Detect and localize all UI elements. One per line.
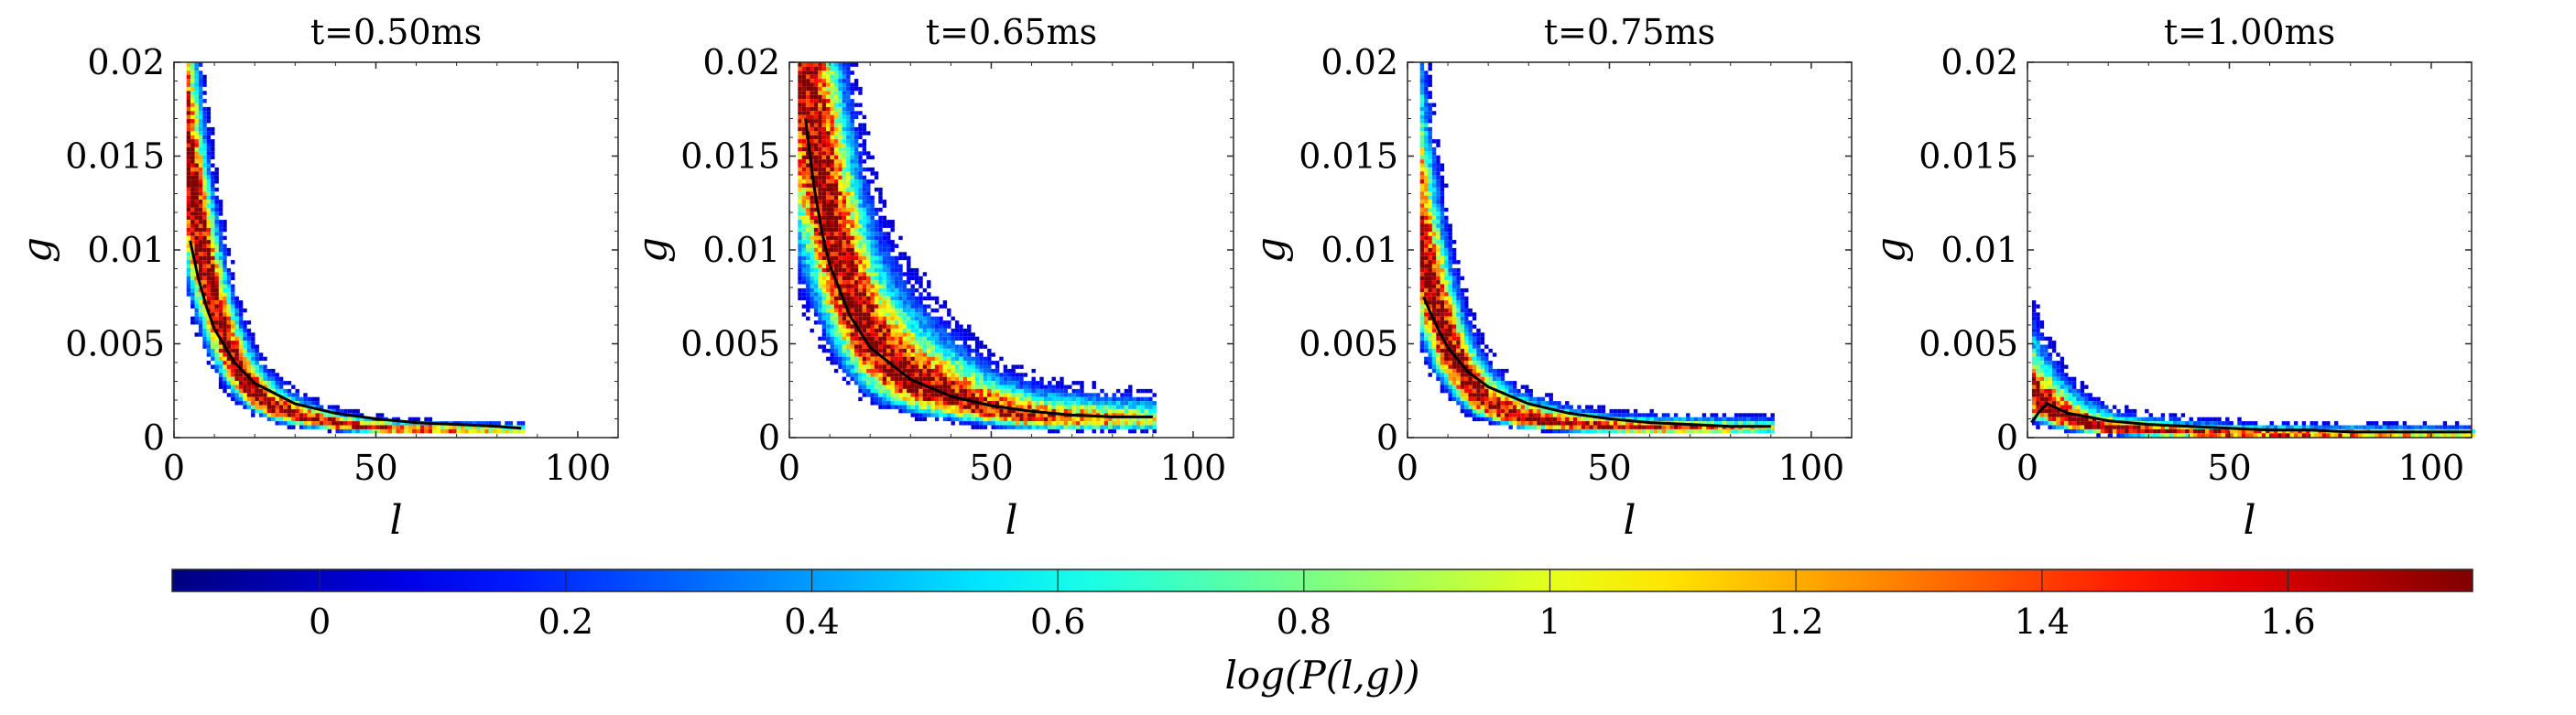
y-tick-label: 0.01 [702, 230, 780, 270]
y-tick-label: 0.01 [1321, 230, 1398, 270]
x-axis-label: l [2243, 497, 2255, 544]
colorbar-tick-label: 0.6 [1030, 601, 1085, 642]
panel-title: t=0.50ms [310, 12, 482, 52]
panel-title: t=0.75ms [1544, 12, 1715, 52]
x-axis-label: l [389, 497, 402, 544]
y-tick-label: 0 [758, 417, 780, 458]
density-cells [2031, 300, 2475, 438]
y-tick-label: 0.015 [1918, 136, 2018, 177]
y-tick-label: 0.015 [65, 136, 165, 177]
y-tick-label: 0.02 [1940, 42, 2018, 82]
x-tick-label: 0 [2016, 448, 2038, 488]
x-axis-label: l [1005, 497, 1017, 544]
colorbar-tick-label: 1.6 [2260, 601, 2315, 642]
x-tick-label: 50 [1587, 448, 1631, 488]
density-cells [186, 62, 526, 434]
colorbar-tick-label: 0.4 [784, 601, 839, 642]
y-axis-label: g [14, 237, 60, 263]
x-tick-label: 50 [353, 448, 397, 488]
y-axis-label: g [629, 237, 676, 263]
colorbar-gradient [171, 569, 2473, 592]
x-tick-label: 100 [545, 448, 612, 488]
x-tick-label: 0 [163, 448, 185, 488]
x-axis-label: l [1623, 497, 1636, 544]
colorbar-tick-label: 1.2 [1768, 601, 1823, 642]
mean-curve [189, 240, 522, 430]
y-tick-label: 0.005 [65, 324, 165, 364]
mean-curve [2030, 402, 2472, 434]
panel-2: 0 50 100 0 0.005 0.01 0.015 0.02 t=0.65ms l g [629, 12, 1234, 544]
density-cells [798, 62, 1157, 434]
mean-curve [804, 118, 1153, 418]
x-tick-label: 100 [1160, 448, 1227, 488]
colorbar-tick-label: 1 [1538, 601, 1560, 642]
y-tick-label: 0.01 [87, 230, 165, 270]
y-tick-label: 0.005 [680, 324, 780, 364]
y-tick-label: 0.02 [702, 42, 780, 82]
panel-3: 0 50 100 0 0.005 0.01 0.015 0.02 t=0.75ms l g [1247, 12, 1853, 544]
y-tick-label: 0 [1376, 417, 1398, 458]
axes-box [2027, 61, 2473, 439]
x-tick-label: 50 [969, 448, 1013, 488]
y-tick-label: 0 [1996, 417, 2018, 458]
x-tick-label: 0 [778, 448, 800, 488]
y-tick-label: 0.005 [1918, 324, 2018, 364]
colorbar: 0 0.2 0.4 0.6 0.8 1 1.2 1.4 1.6 log(P(l,g)) [171, 569, 2473, 698]
colorbar-tick-label: 1.4 [2015, 601, 2070, 642]
density-cells [1419, 62, 1775, 434]
panel-1: 0 50 100 0 0.005 0.01 0.015 0.02 t=0.50ms l g [14, 12, 619, 544]
panel-title: t=1.00ms [2164, 12, 2335, 52]
colorbar-label: log(P(l,g)) [1224, 653, 1419, 698]
y-tick-label: 0.015 [1299, 136, 1398, 177]
y-axis-label: g [1247, 237, 1294, 263]
x-tick-label: 0 [1397, 448, 1418, 488]
y-tick-label: 0.015 [680, 136, 780, 177]
colorbar-tick-label: 0.2 [538, 601, 593, 642]
mean-curve [1422, 296, 1771, 428]
x-tick-label: 50 [2207, 448, 2251, 488]
panel-4: 0 50 100 0 0.005 0.01 0.015 0.02 t=1.00ms l g [1867, 12, 2475, 544]
y-tick-label: 0.01 [1940, 230, 2018, 270]
colorbar-tick-label: 0 [309, 601, 331, 642]
y-tick-label: 0.005 [1299, 324, 1398, 364]
y-tick-label: 0.02 [1321, 42, 1398, 82]
y-tick-label: 0 [143, 417, 165, 458]
colorbar-tick-label: 0.8 [1277, 601, 1331, 642]
y-tick-label: 0.02 [87, 42, 165, 82]
x-tick-label: 100 [2398, 448, 2465, 488]
y-axis-label: g [1867, 237, 1914, 263]
panel-title: t=0.65ms [926, 12, 1097, 52]
x-tick-label: 100 [1778, 448, 1845, 488]
